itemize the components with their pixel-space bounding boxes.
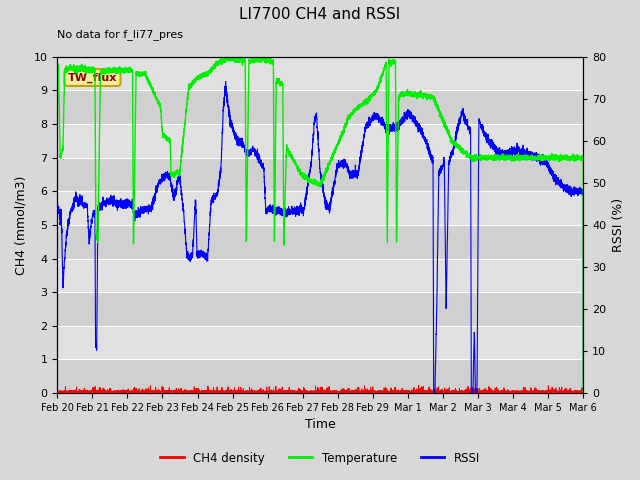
Bar	[57, 292, 583, 326]
Legend: CH4 density, Temperature, RSSI: CH4 density, Temperature, RSSI	[156, 447, 484, 469]
Bar	[57, 57, 583, 90]
Bar	[57, 90, 583, 124]
Bar	[57, 225, 583, 259]
Text: TW_flux: TW_flux	[68, 72, 117, 83]
Y-axis label: RSSI (%): RSSI (%)	[612, 198, 625, 252]
Text: LI7700 CH4 and RSSI: LI7700 CH4 and RSSI	[239, 7, 401, 22]
Bar	[57, 158, 583, 192]
Text: No data for f_li77_pres: No data for f_li77_pres	[57, 29, 183, 40]
Y-axis label: CH4 (mmol/m3): CH4 (mmol/m3)	[15, 175, 28, 275]
Bar	[57, 124, 583, 158]
Bar	[57, 326, 583, 360]
Bar	[57, 360, 583, 393]
Bar	[57, 192, 583, 225]
Bar	[57, 259, 583, 292]
X-axis label: Time: Time	[305, 419, 335, 432]
